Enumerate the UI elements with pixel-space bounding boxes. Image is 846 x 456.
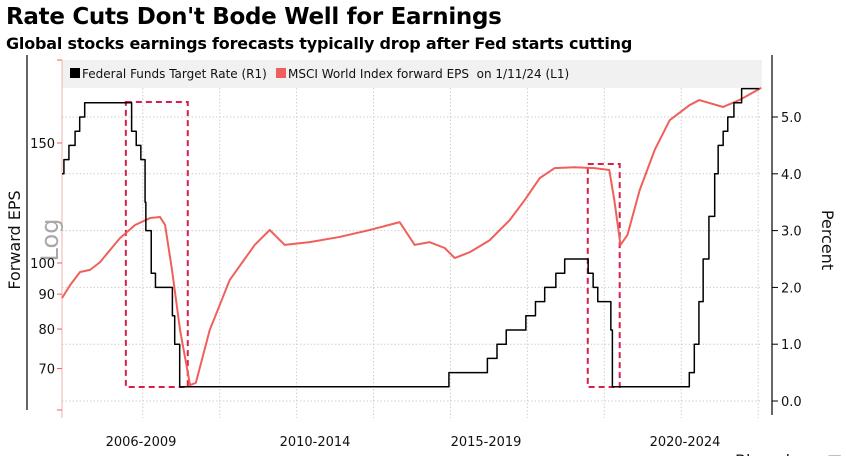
legend-label-eps: MSCI World Index forward EPS on 1/11/24 … — [288, 67, 569, 81]
legend-label-fed: Federal Funds Target Rate (R1) — [82, 67, 267, 81]
right-tick-label: 5.0 — [781, 111, 802, 126]
left-tick-label: 90 — [38, 288, 55, 303]
left-tick-label: 80 — [38, 323, 55, 338]
bloomberg-logo: Bloomberg ■ — [735, 451, 842, 456]
x-category-label: 2015-2019 — [451, 435, 522, 450]
eps-series-line — [61, 86, 762, 387]
x-category-label: 2010-2014 — [280, 435, 351, 450]
fed-rate-series-line — [62, 87, 760, 388]
right-tick-label: 1.0 — [781, 338, 802, 353]
right-axis-label: Percent — [818, 210, 837, 270]
legend-swatch-eps — [276, 68, 286, 78]
left-tick-label: 150 — [30, 137, 55, 152]
chart-title: Rate Cuts Don't Bode Well for Earnings — [6, 4, 502, 30]
legend-background — [62, 60, 762, 88]
log-scale-watermark: Log — [36, 219, 64, 262]
rate-cut-highlight-box — [124, 101, 189, 388]
legend: Federal Funds Target Rate (R1) MSCI Worl… — [70, 67, 569, 81]
chart-subtitle: Global stocks earnings forecasts typical… — [6, 34, 633, 53]
legend-swatch-fed — [70, 68, 80, 78]
left-axis-label: Forward EPS — [5, 190, 24, 289]
left-tick-label: 70 — [38, 363, 55, 378]
right-tick-label: 3.0 — [781, 225, 802, 240]
right-tick-label: 4.0 — [781, 168, 802, 183]
left-tick-label: 100 — [30, 257, 55, 272]
right-tick-label: 2.0 — [781, 281, 802, 296]
right-tick-label: 0.0 — [781, 395, 802, 410]
rate-cut-highlight-box — [586, 163, 621, 388]
x-category-label: 2006-2009 — [106, 435, 177, 450]
gridlines — [62, 88, 762, 418]
x-category-label: 2020-2024 — [650, 435, 721, 450]
